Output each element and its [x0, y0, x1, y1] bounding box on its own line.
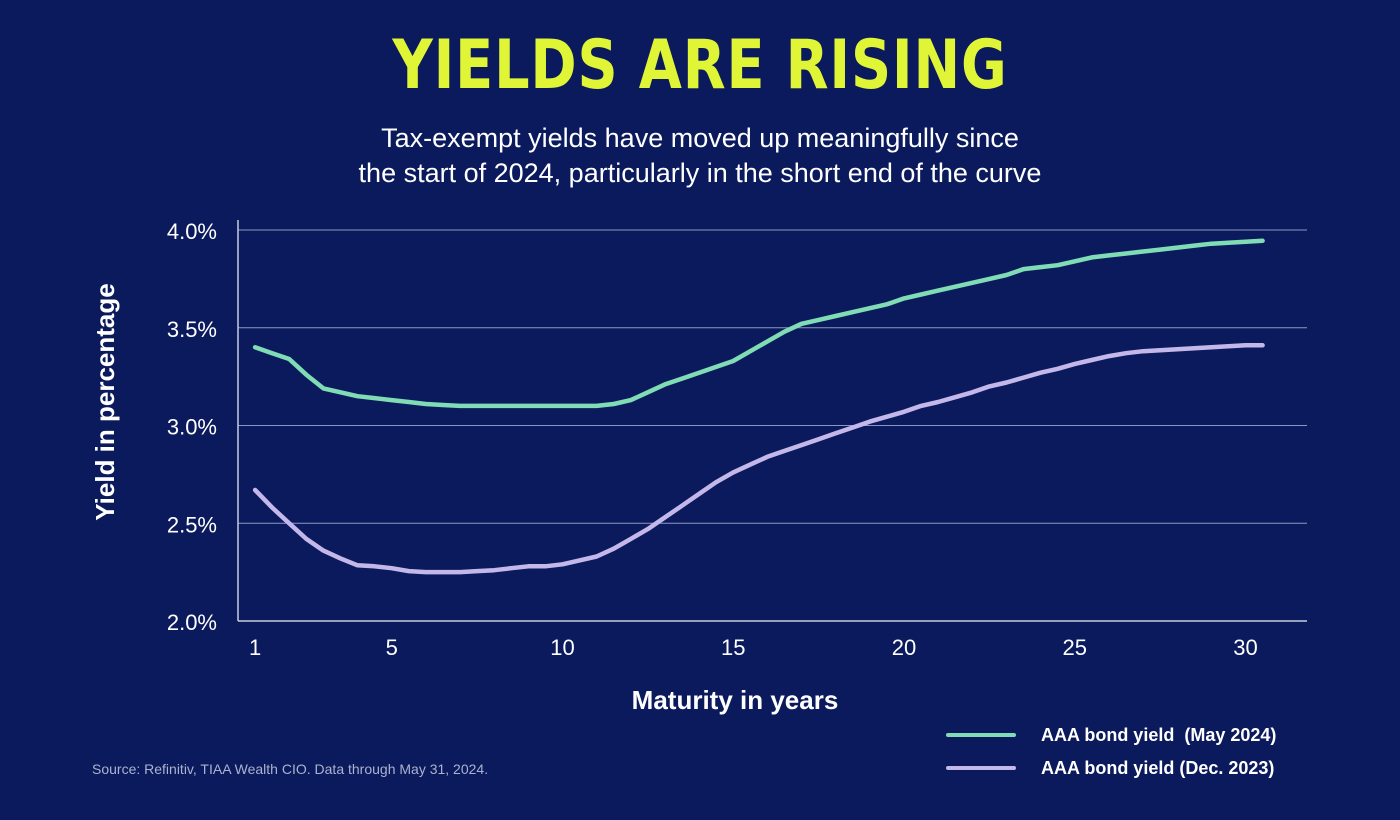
- y-axis-title: Yield in percentage: [90, 283, 120, 520]
- y-tick-label: 4.0%: [167, 219, 217, 244]
- x-tick-label: 5: [386, 635, 398, 660]
- axis-layer: [237, 220, 1307, 622]
- series-layer: [252, 238, 1265, 575]
- legend-item-may-2024: AAA bond yield (May 2024): [946, 723, 1276, 747]
- y-tick-label: 2.5%: [167, 512, 217, 537]
- y-tick-label: 3.5%: [167, 317, 217, 342]
- tick-layer: 2.0%2.5%3.0%3.5%4.0%1 5 10 15 20 25 30: [167, 219, 1258, 660]
- series-line-may-2024: [252, 238, 1265, 409]
- x-tick-label: 15: [721, 635, 745, 660]
- x-tick-label: 1: [249, 635, 261, 660]
- chart-title: YIELDS ARE RISING: [392, 26, 1008, 105]
- legend-item-dec-2023: AAA bond yield (Dec. 2023): [946, 756, 1274, 780]
- legend-swatch-may-2024: [946, 733, 1016, 737]
- y-tick-label: 2.0%: [167, 610, 217, 635]
- chart-subtitle-line-2: the start of 2024, particularly in the s…: [358, 158, 1042, 188]
- series-line-dec-2023: [252, 343, 1265, 575]
- source-note: Source: Refinitiv, TIAA Wealth CIO. Data…: [92, 761, 489, 777]
- grid-layer: [238, 229, 1307, 524]
- x-tick-label: 10: [550, 635, 574, 660]
- x-axis-title: Maturity in years: [632, 685, 839, 715]
- legend-label-may-2024: AAA bond yield (May 2024): [1041, 724, 1277, 745]
- x-tick-label: 20: [892, 635, 916, 660]
- legend-swatch-dec-2023: [946, 766, 1016, 770]
- legend-label-dec-2023: AAA bond yield (Dec. 2023): [1041, 757, 1275, 778]
- x-tick-label: 30: [1233, 635, 1257, 660]
- x-tick-label: 25: [1063, 635, 1087, 660]
- chart-subtitle-line-1: Tax-exempt yields have moved up meaningf…: [381, 123, 1019, 153]
- y-tick-label: 3.0%: [167, 415, 217, 440]
